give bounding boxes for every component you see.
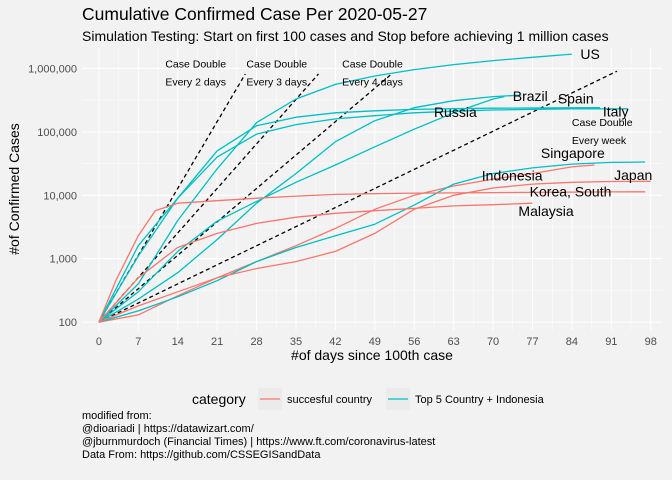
x-tick-label: 70 — [487, 336, 499, 348]
series-label: Brazil — [513, 88, 548, 104]
x-tick-label: 49 — [369, 336, 381, 348]
x-tick-label: 63 — [448, 336, 460, 348]
reference-line — [98, 70, 618, 323]
x-tick-label: 35 — [290, 336, 302, 348]
series-line — [98, 108, 629, 323]
legend-title: category — [192, 391, 246, 407]
series-line — [98, 161, 646, 323]
x-tick-label: 7 — [135, 336, 141, 348]
x-tick-label: 42 — [329, 336, 341, 348]
x-axis-title: #of days since 100th case — [291, 347, 453, 363]
caption: modified from: @dioariadi | https://data… — [82, 410, 435, 462]
series-line — [98, 107, 601, 323]
caption-line: Data From: https://github.com/CSSEGISand… — [82, 449, 321, 461]
reference-line — [98, 73, 393, 323]
x-tick-label: 56 — [408, 336, 420, 348]
reference-label: Case Double Every 2 days — [165, 59, 226, 89]
x-tick-label: 0 — [96, 336, 102, 348]
series-label: Malaysia — [518, 203, 573, 219]
y-tick-label: 100 — [59, 317, 77, 329]
y-axis-title: #of Confirmed Cases — [6, 123, 22, 255]
x-tick-label: 84 — [566, 336, 578, 348]
reference-label: Case Double Every 4 days — [342, 59, 403, 89]
series-line — [98, 94, 522, 323]
x-tick-label: 98 — [645, 336, 657, 348]
series-line — [98, 164, 595, 323]
y-tick-label: 1,000 — [49, 254, 77, 266]
series-line — [98, 180, 651, 323]
series-label: Italy — [603, 103, 629, 119]
caption-line: @jburnmurdoch (Financial Times) | https:… — [82, 436, 436, 448]
series-label: Japan — [614, 167, 652, 183]
reference-line — [98, 73, 246, 323]
reference-label: Case Double Every week — [572, 117, 633, 147]
x-tick-label: 91 — [605, 336, 617, 348]
series-label: Singapore — [541, 145, 605, 161]
y-tick-label: 100,000 — [37, 127, 77, 139]
legend-label: Top 5 Country + Indonesia — [415, 394, 545, 406]
caption-line: modified from: — [82, 410, 152, 422]
series-label: Spain — [558, 91, 594, 107]
series-label: Indonesia — [482, 167, 543, 183]
chart-subtitle: Simulation Testing: Start on first 100 c… — [82, 28, 609, 44]
reference-label: Case Double Every 3 days — [246, 59, 307, 89]
reference-line — [98, 73, 319, 323]
y-tick-label: 1,000,000 — [28, 63, 77, 75]
legend-label: succesful country — [287, 394, 372, 406]
legend: category succesful country Top 5 Country +… — [192, 388, 545, 410]
x-tick-label: 77 — [526, 336, 538, 348]
plot-panel — [82, 48, 662, 330]
y-tick-label: 10,000 — [43, 190, 77, 202]
chart-title: Cumulative Confirmed Case Per 2020-05-27 — [82, 4, 428, 24]
series-label: Korea, South — [530, 183, 612, 199]
series-line — [98, 191, 646, 323]
series-label: US — [580, 46, 599, 62]
caption-line: @dioariadi | https://datawizart.com/ — [82, 423, 254, 435]
x-tick-label: 21 — [211, 336, 223, 348]
series-label: Russia — [434, 104, 477, 120]
x-tick-label: 28 — [250, 336, 262, 348]
x-tick-label: 14 — [172, 336, 184, 348]
series-line — [98, 202, 533, 323]
series-line — [98, 53, 572, 323]
